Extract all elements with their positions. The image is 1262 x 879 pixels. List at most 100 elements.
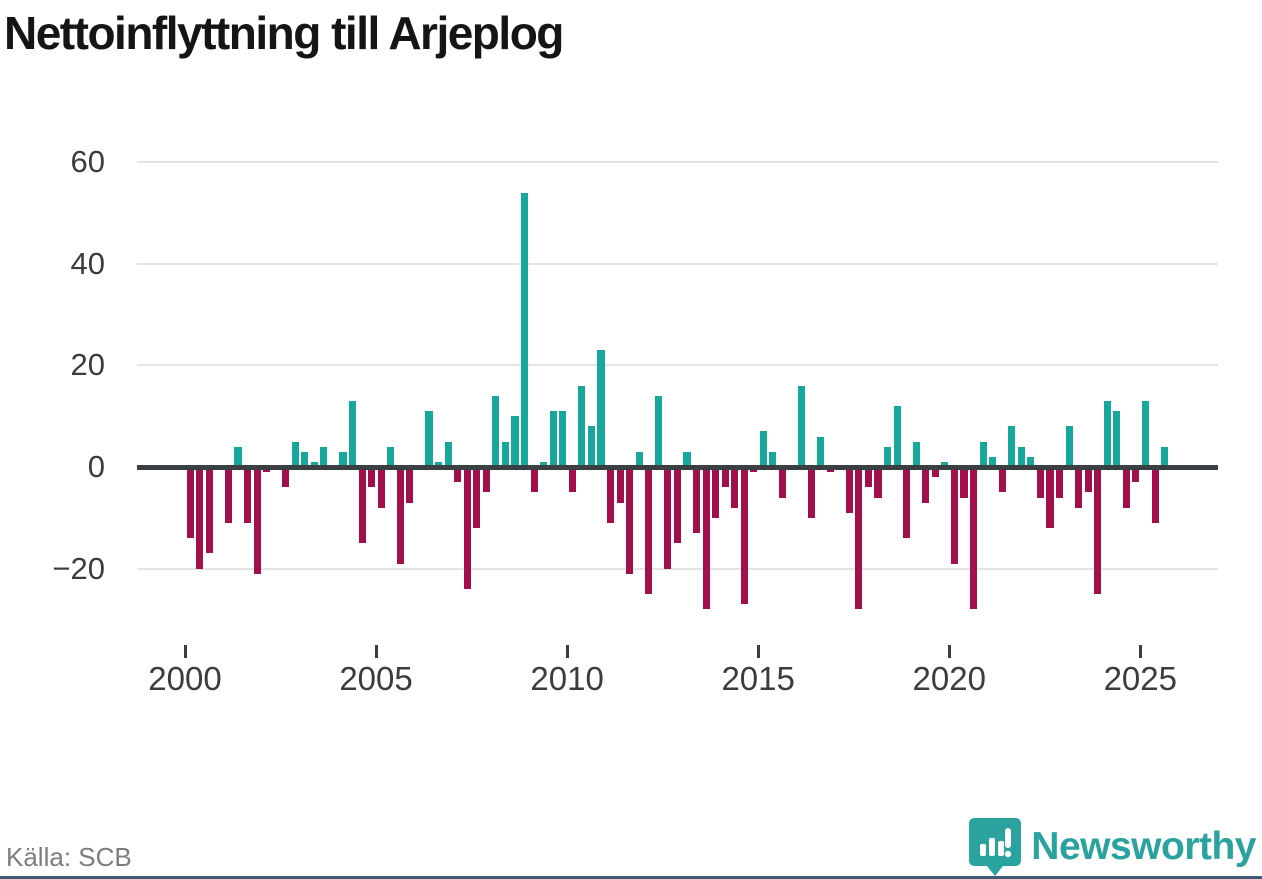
bar-2020-Q4 <box>979 441 987 467</box>
bar-2015-Q2 <box>769 451 777 467</box>
x-axis-label-2020: 2020 <box>912 660 986 697</box>
bar-2010-Q4 <box>597 350 605 467</box>
y-axis-label-0: 0 <box>87 449 105 484</box>
zero-baseline <box>137 464 1218 470</box>
bar-2024-Q2 <box>1113 411 1121 467</box>
bar-2001-Q3 <box>243 467 252 523</box>
bar-2014-Q2 <box>731 467 739 508</box>
bar-2007-Q1 <box>454 467 462 483</box>
bar-2005-Q1 <box>377 467 385 508</box>
y-axis-label-20: 20 <box>70 347 105 383</box>
bar-2018-Q1 <box>874 467 882 498</box>
bar-2000-Q3 <box>205 467 213 554</box>
bar-2024-Q4 <box>1132 467 1140 483</box>
bar-2005-Q4 <box>406 467 414 503</box>
bar-2012-Q3 <box>664 467 672 569</box>
bottom-accent-bar <box>0 876 1262 879</box>
bar-2009-Q1 <box>530 467 538 493</box>
bar-2007-Q4 <box>482 467 490 493</box>
bar-2005-Q3 <box>396 467 404 564</box>
bar-2020-Q3 <box>969 467 978 610</box>
bar-2000-Q2 <box>196 467 204 569</box>
bar-2010-Q2 <box>578 385 586 467</box>
bar-2007-Q3 <box>473 467 481 528</box>
bar-2008-Q1 <box>492 395 500 468</box>
bar-2004-Q2 <box>349 400 357 467</box>
bar-2021-Q1 <box>989 456 997 468</box>
x-axis-tick-2020 <box>947 645 951 658</box>
bar-2011-Q2 <box>616 467 624 503</box>
gridline-y-40 <box>137 262 1218 265</box>
bar-2021-Q3 <box>1008 426 1016 468</box>
gridline-y-20 <box>137 364 1218 367</box>
bar-2017-Q4 <box>864 467 873 488</box>
x-axis-tick-2000 <box>183 645 187 658</box>
bar-2002-Q1 <box>263 467 271 473</box>
bar-2023-Q1 <box>1065 426 1073 468</box>
bar-2008-Q3 <box>511 416 519 467</box>
gridline-y--20 <box>137 567 1218 570</box>
bar-2005-Q2 <box>387 446 395 467</box>
bar-2018-Q3 <box>893 406 901 467</box>
bar-2013-Q4 <box>712 467 720 518</box>
bar-2003-Q1 <box>301 451 309 467</box>
bar-2004-Q3 <box>358 467 366 544</box>
bar-2002-Q4 <box>291 441 299 467</box>
bar-2009-Q2 <box>540 461 548 467</box>
bar-2003-Q3 <box>320 446 328 467</box>
y-axis-label--20: −20 <box>52 550 105 586</box>
bar-2022-Q2 <box>1036 467 1044 498</box>
bar-2006-Q2 <box>425 411 433 467</box>
bar-2024-Q1 <box>1103 400 1111 467</box>
bar-2020-Q2 <box>960 467 968 498</box>
bar-2023-Q4 <box>1094 467 1102 595</box>
x-axis-tick-2015 <box>756 645 760 658</box>
bar-2024-Q3 <box>1122 467 1130 508</box>
bar-2008-Q2 <box>501 441 509 467</box>
bar-2022-Q1 <box>1027 456 1035 468</box>
bar-2012-Q4 <box>673 467 681 544</box>
x-axis-label-2005: 2005 <box>339 660 413 697</box>
bar-2012-Q1 <box>645 467 653 595</box>
y-axis-label-40: 40 <box>70 245 105 281</box>
chart-title: Nettoinflyttning till Arjeplog <box>4 7 564 59</box>
bar-2021-Q4 <box>1017 446 1025 467</box>
bar-2009-Q3 <box>549 411 557 467</box>
bar-2023-Q3 <box>1084 467 1092 493</box>
bar-2019-Q4 <box>941 461 949 467</box>
x-axis-tick-2010 <box>565 645 569 658</box>
bar-2004-Q4 <box>368 467 376 488</box>
bar-2007-Q2 <box>463 467 471 589</box>
bar-2019-Q3 <box>931 467 939 478</box>
bar-2017-Q2 <box>845 467 853 513</box>
bar-2019-Q1 <box>912 441 920 467</box>
bar-2025-Q3 <box>1161 446 1169 467</box>
bar-2016-Q3 <box>817 436 825 467</box>
x-axis-label-2000: 2000 <box>148 660 222 697</box>
bar-2025-Q2 <box>1151 467 1159 523</box>
x-axis-label-2015: 2015 <box>721 660 795 697</box>
brand-wordmark: Newsworthy <box>1031 825 1256 868</box>
bar-2011-Q4 <box>635 451 643 467</box>
x-axis-tick-2025 <box>1138 645 1142 658</box>
bar-2018-Q4 <box>903 467 911 539</box>
bar-2017-Q3 <box>855 467 863 610</box>
bar-2010-Q3 <box>587 426 595 468</box>
bar-2012-Q2 <box>654 395 662 468</box>
bar-2011-Q3 <box>626 467 634 574</box>
bar-2015-Q1 <box>759 431 767 467</box>
bar-2013-Q1 <box>683 451 691 467</box>
bar-2018-Q2 <box>884 446 892 467</box>
bar-2010-Q1 <box>568 467 576 493</box>
bar-2000-Q1 <box>186 467 194 539</box>
bar-2009-Q4 <box>559 411 567 467</box>
x-axis-label-2010: 2010 <box>530 660 604 697</box>
bar-2015-Q3 <box>778 467 787 498</box>
source-note: Källa: SCB <box>6 842 132 872</box>
bar-2011-Q1 <box>606 467 615 523</box>
bar-2001-Q4 <box>253 467 261 574</box>
bar-2006-Q3 <box>435 461 443 467</box>
bar-2014-Q3 <box>740 467 748 605</box>
